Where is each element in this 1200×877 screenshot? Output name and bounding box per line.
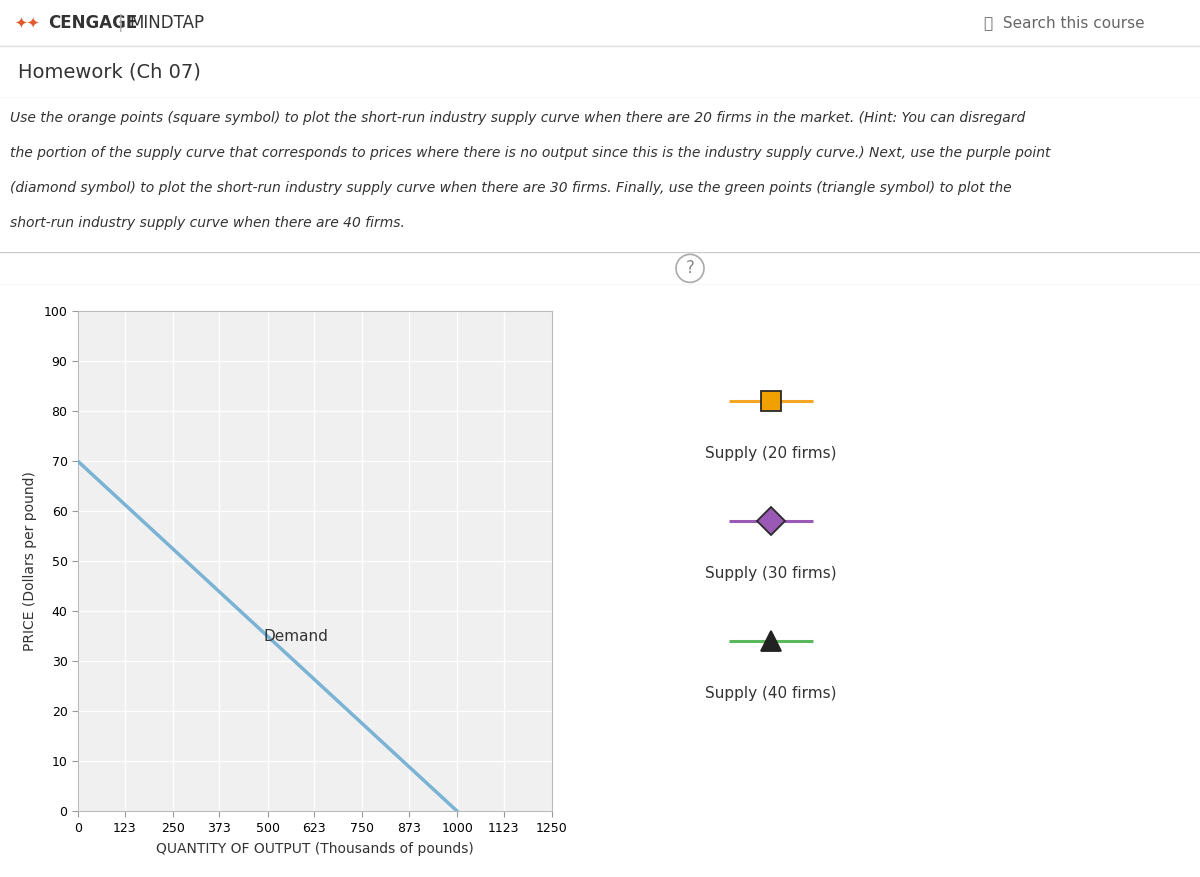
Text: short-run industry supply curve when there are 40 firms.: short-run industry supply curve when the… xyxy=(10,217,404,231)
Text: ?: ? xyxy=(685,260,695,277)
Text: Homework (Ch 07): Homework (Ch 07) xyxy=(18,62,200,82)
Text: ✦✦: ✦✦ xyxy=(14,15,40,31)
Text: (diamond symbol) to plot the short-run industry supply curve when there are 30 f: (diamond symbol) to plot the short-run i… xyxy=(10,182,1012,195)
X-axis label: QUANTITY OF OUTPUT (Thousands of pounds): QUANTITY OF OUTPUT (Thousands of pounds) xyxy=(156,842,474,856)
Text: 🔍  Search this course: 🔍 Search this course xyxy=(984,15,1145,31)
Text: MINDTAP: MINDTAP xyxy=(130,14,205,32)
Y-axis label: PRICE (Dollars per pound): PRICE (Dollars per pound) xyxy=(23,471,37,652)
Text: Supply (20 firms): Supply (20 firms) xyxy=(706,446,836,461)
Text: CENGAGE: CENGAGE xyxy=(48,14,137,32)
Text: Supply (30 firms): Supply (30 firms) xyxy=(706,567,836,581)
Text: Supply (40 firms): Supply (40 firms) xyxy=(706,687,836,702)
Text: Demand: Demand xyxy=(264,629,329,644)
Text: |: | xyxy=(118,14,124,32)
Text: the portion of the supply curve that corresponds to prices where there is no out: the portion of the supply curve that cor… xyxy=(10,146,1050,160)
Text: Use the orange points (square symbol) to plot the short-run industry supply curv: Use the orange points (square symbol) to… xyxy=(10,111,1025,125)
